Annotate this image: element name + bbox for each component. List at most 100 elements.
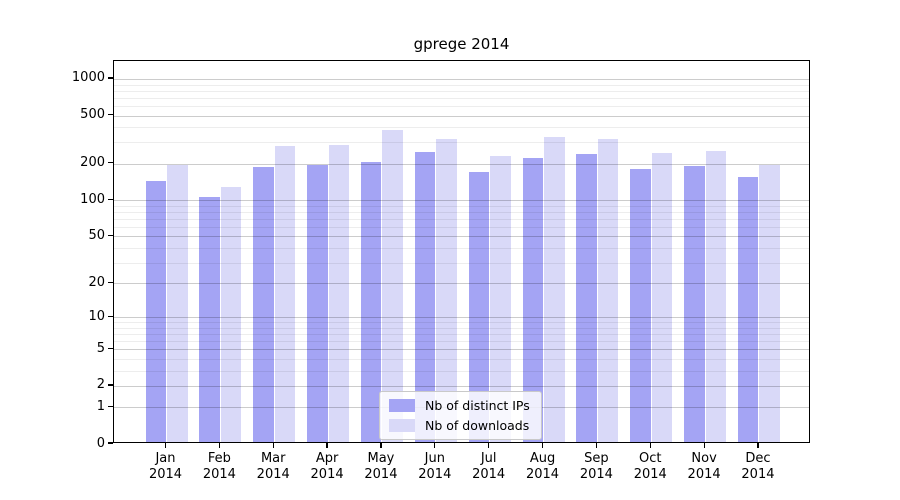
gridline-y-8 bbox=[114, 327, 809, 329]
x-tick-mark-sep bbox=[595, 443, 597, 448]
x-tick-mark-aug bbox=[541, 443, 544, 448]
y-tick-mark-50 bbox=[108, 234, 113, 236]
bar-downloads-aug bbox=[544, 136, 565, 442]
y-tick-mark-0 bbox=[108, 442, 113, 444]
y-tick-label-100: 100 bbox=[80, 191, 105, 207]
legend-label: Nb of distinct IPs bbox=[425, 398, 530, 413]
gridline-y-1000 bbox=[114, 78, 809, 80]
x-tick-label-nov: Nov 2014 bbox=[687, 451, 721, 482]
gridline-y-50 bbox=[114, 236, 809, 238]
gridline-y-60 bbox=[114, 226, 809, 228]
gridline-y-40 bbox=[114, 247, 809, 249]
y-tick-mark-1 bbox=[108, 405, 113, 407]
y-tick-label-2: 2 bbox=[96, 377, 105, 393]
bar-distinct-ips-jul bbox=[468, 172, 490, 442]
y-tick-label-0: 0 bbox=[96, 435, 105, 451]
bar-downloads-apr bbox=[328, 144, 350, 442]
y-tick-mark-200 bbox=[108, 162, 113, 164]
gridline-y-10 bbox=[114, 317, 809, 319]
legend-label: Nb of downloads bbox=[425, 418, 530, 433]
x-tick-label-apr: Apr 2014 bbox=[310, 451, 344, 482]
bar-distinct-ips-aug bbox=[522, 157, 544, 442]
x-tick-mark-jun bbox=[434, 443, 436, 448]
gridline-y-600 bbox=[114, 105, 809, 107]
bar-downloads-oct bbox=[651, 152, 673, 442]
x-tick-label-jun: Jun 2014 bbox=[418, 451, 452, 482]
gridline-y-30 bbox=[114, 262, 809, 264]
gridline-y-100 bbox=[114, 200, 809, 202]
gridline-y-7 bbox=[114, 334, 809, 336]
x-tick-mark-nov bbox=[703, 443, 705, 448]
bar-distinct-ips-feb bbox=[199, 197, 220, 442]
gridline-y-5 bbox=[114, 349, 809, 351]
gridline-y-90 bbox=[114, 205, 809, 207]
x-tick-mark-oct bbox=[649, 443, 651, 448]
bar-downloads-mar bbox=[274, 146, 296, 442]
y-tick-mark-500 bbox=[108, 113, 113, 116]
gridline-y-80 bbox=[114, 211, 809, 213]
gridline-y-500 bbox=[114, 115, 809, 117]
gridline-y-6 bbox=[114, 341, 809, 343]
gridline-y-70 bbox=[114, 218, 809, 220]
x-tick-label-aug: Aug 2014 bbox=[525, 451, 560, 482]
gridline-y-800 bbox=[114, 90, 809, 92]
bar-distinct-ips-jun bbox=[414, 152, 436, 442]
legend-item-downloads: Nb of downloads bbox=[389, 418, 530, 433]
bar-distinct-ips-mar bbox=[253, 167, 274, 442]
gridline-y-200 bbox=[114, 163, 809, 165]
bar-distinct-ips-oct bbox=[630, 168, 651, 442]
x-tick-label-mar: Mar 2014 bbox=[256, 451, 290, 482]
x-tick-label-jan: Jan 2014 bbox=[148, 451, 183, 482]
gridline-y-9 bbox=[114, 322, 809, 324]
x-tick-mark-may bbox=[380, 443, 382, 448]
bar-downloads-jul bbox=[490, 155, 511, 442]
gridline-y-300 bbox=[114, 142, 809, 144]
y-tick-label-20: 20 bbox=[88, 274, 105, 290]
y-tick-label-10: 10 bbox=[88, 308, 105, 324]
bar-distinct-ips-may bbox=[360, 161, 382, 442]
x-tick-mark-jul bbox=[488, 443, 490, 448]
y-tick-mark-5 bbox=[108, 347, 113, 349]
plot-area bbox=[113, 60, 810, 443]
bar-downloads-feb bbox=[220, 187, 242, 442]
x-tick-label-sep: Sep 2014 bbox=[579, 451, 613, 482]
x-tick-label-may: May 2014 bbox=[364, 451, 398, 482]
x-tick-label-feb: Feb 2014 bbox=[202, 451, 236, 482]
bar-downloads-dec bbox=[759, 164, 780, 442]
gridline-y-2 bbox=[114, 385, 809, 387]
gridline-y-20 bbox=[114, 283, 809, 285]
x-tick-mark-apr bbox=[326, 443, 328, 448]
legend-swatch-distinct-ips bbox=[389, 399, 415, 412]
bar-downloads-jan bbox=[167, 164, 188, 442]
y-tick-label-50: 50 bbox=[88, 227, 105, 243]
y-tick-label-5: 5 bbox=[96, 340, 105, 356]
bar-distinct-ips-apr bbox=[307, 164, 328, 442]
x-tick-label-oct: Oct 2014 bbox=[633, 451, 667, 482]
gridline-y-3 bbox=[114, 370, 809, 372]
gridline-y-700 bbox=[114, 97, 809, 99]
y-tick-mark-100 bbox=[108, 198, 113, 200]
bar-downloads-may bbox=[382, 129, 403, 442]
legend-item-distinct-ips: Nb of distinct IPs bbox=[389, 398, 530, 413]
y-tick-label-1000: 1000 bbox=[71, 70, 105, 86]
x-tick-mark-dec bbox=[757, 443, 759, 448]
x-tick-mark-mar bbox=[272, 443, 274, 448]
y-tick-mark-1000 bbox=[108, 77, 113, 79]
x-tick-label-jul: Jul 2014 bbox=[472, 451, 506, 482]
bar-distinct-ips-dec bbox=[737, 176, 759, 442]
y-tick-mark-20 bbox=[108, 281, 113, 283]
y-tick-mark-2 bbox=[108, 384, 113, 386]
y-tick-label-200: 200 bbox=[80, 155, 105, 171]
y-tick-mark-10 bbox=[108, 315, 113, 317]
y-tick-label-500: 500 bbox=[80, 107, 105, 123]
legend: Nb of distinct IPs Nb of downloads bbox=[379, 391, 542, 440]
gridline-y-400 bbox=[114, 127, 809, 129]
bar-downloads-nov bbox=[705, 150, 727, 442]
y-tick-label-1: 1 bbox=[96, 398, 105, 414]
bar-downloads-sep bbox=[597, 138, 619, 442]
gridline-y-900 bbox=[114, 84, 809, 86]
bar-distinct-ips-sep bbox=[576, 154, 597, 442]
x-tick-label-dec: Dec 2014 bbox=[741, 451, 775, 482]
bar-distinct-ips-jan bbox=[145, 181, 166, 442]
